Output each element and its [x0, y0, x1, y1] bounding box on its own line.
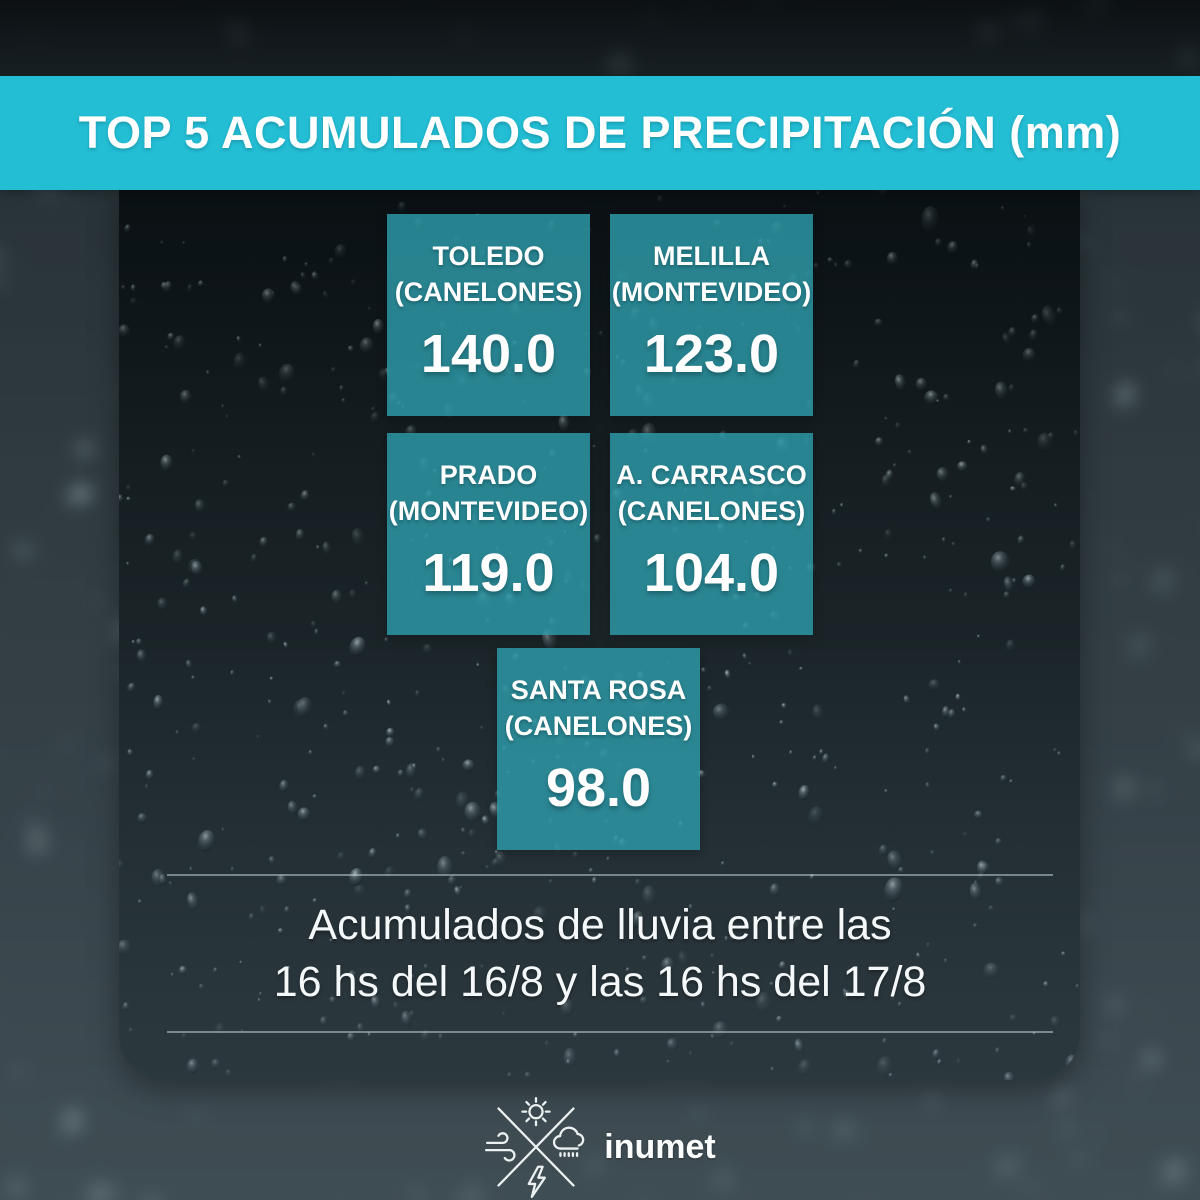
- wind-icon: [485, 1132, 516, 1162]
- cross-lines-icon: [497, 1107, 575, 1187]
- inumet-logo: inumet: [0, 1094, 1200, 1200]
- divider-line-top: [167, 874, 1053, 876]
- station-card-toledo: TOLEDO (CANELONES) 140.0: [387, 214, 590, 416]
- divider-line-bottom: [167, 1031, 1053, 1033]
- station-value: 119.0: [422, 543, 555, 603]
- station-name: A. CARRASCO: [616, 460, 807, 490]
- station-region: (CANELONES): [504, 711, 693, 741]
- station-name: SANTA ROSA: [510, 675, 687, 705]
- page-title: TOP 5 ACUMULADOS DE PRECIPITACIÓN (mm): [78, 107, 1122, 158]
- station-region: (CANELONES): [394, 277, 583, 307]
- inumet-emblem: [485, 1096, 585, 1199]
- station-card-carrasco: A. CARRASCO (CANELONES) 104.0: [610, 433, 813, 635]
- station-card-melilla: MELILLA (MONTEVIDEO) 123.0: [610, 214, 813, 416]
- caption: Acumulados de lluvia entre las 16 hs del…: [0, 897, 1200, 1011]
- station-value: 123.0: [643, 324, 780, 384]
- station-value: 98.0: [545, 758, 652, 818]
- lightning-icon: [527, 1165, 547, 1199]
- station-region: (CANELONES): [617, 496, 806, 526]
- caption-line-1: Acumulados de lluvia entre las: [308, 901, 892, 949]
- station-value: 140.0: [420, 324, 557, 384]
- header-banner: TOP 5 ACUMULADOS DE PRECIPITACIÓN (mm): [0, 76, 1200, 190]
- station-name: MELILLA: [653, 241, 770, 271]
- station-card-santa-rosa: SANTA ROSA (CANELONES) 98.0: [497, 648, 700, 850]
- station-region: (MONTEVIDEO): [611, 277, 812, 307]
- inumet-wordmark: inumet: [604, 1127, 716, 1166]
- caption-line-2: 16 hs del 16/8 y las 16 hs del 17/8: [273, 958, 927, 1006]
- station-name: PRADO: [439, 460, 538, 490]
- station-card-prado: PRADO (MONTEVIDEO) 119.0: [387, 433, 590, 635]
- station-name: TOLEDO: [432, 241, 545, 271]
- panel-shade: [119, 190, 1080, 1080]
- sun-icon: [521, 1096, 551, 1127]
- rain-cloud-icon: [553, 1126, 585, 1157]
- station-value: 104.0: [643, 543, 780, 603]
- photo-panel: [119, 190, 1080, 1080]
- station-region: (MONTEVIDEO): [388, 496, 589, 526]
